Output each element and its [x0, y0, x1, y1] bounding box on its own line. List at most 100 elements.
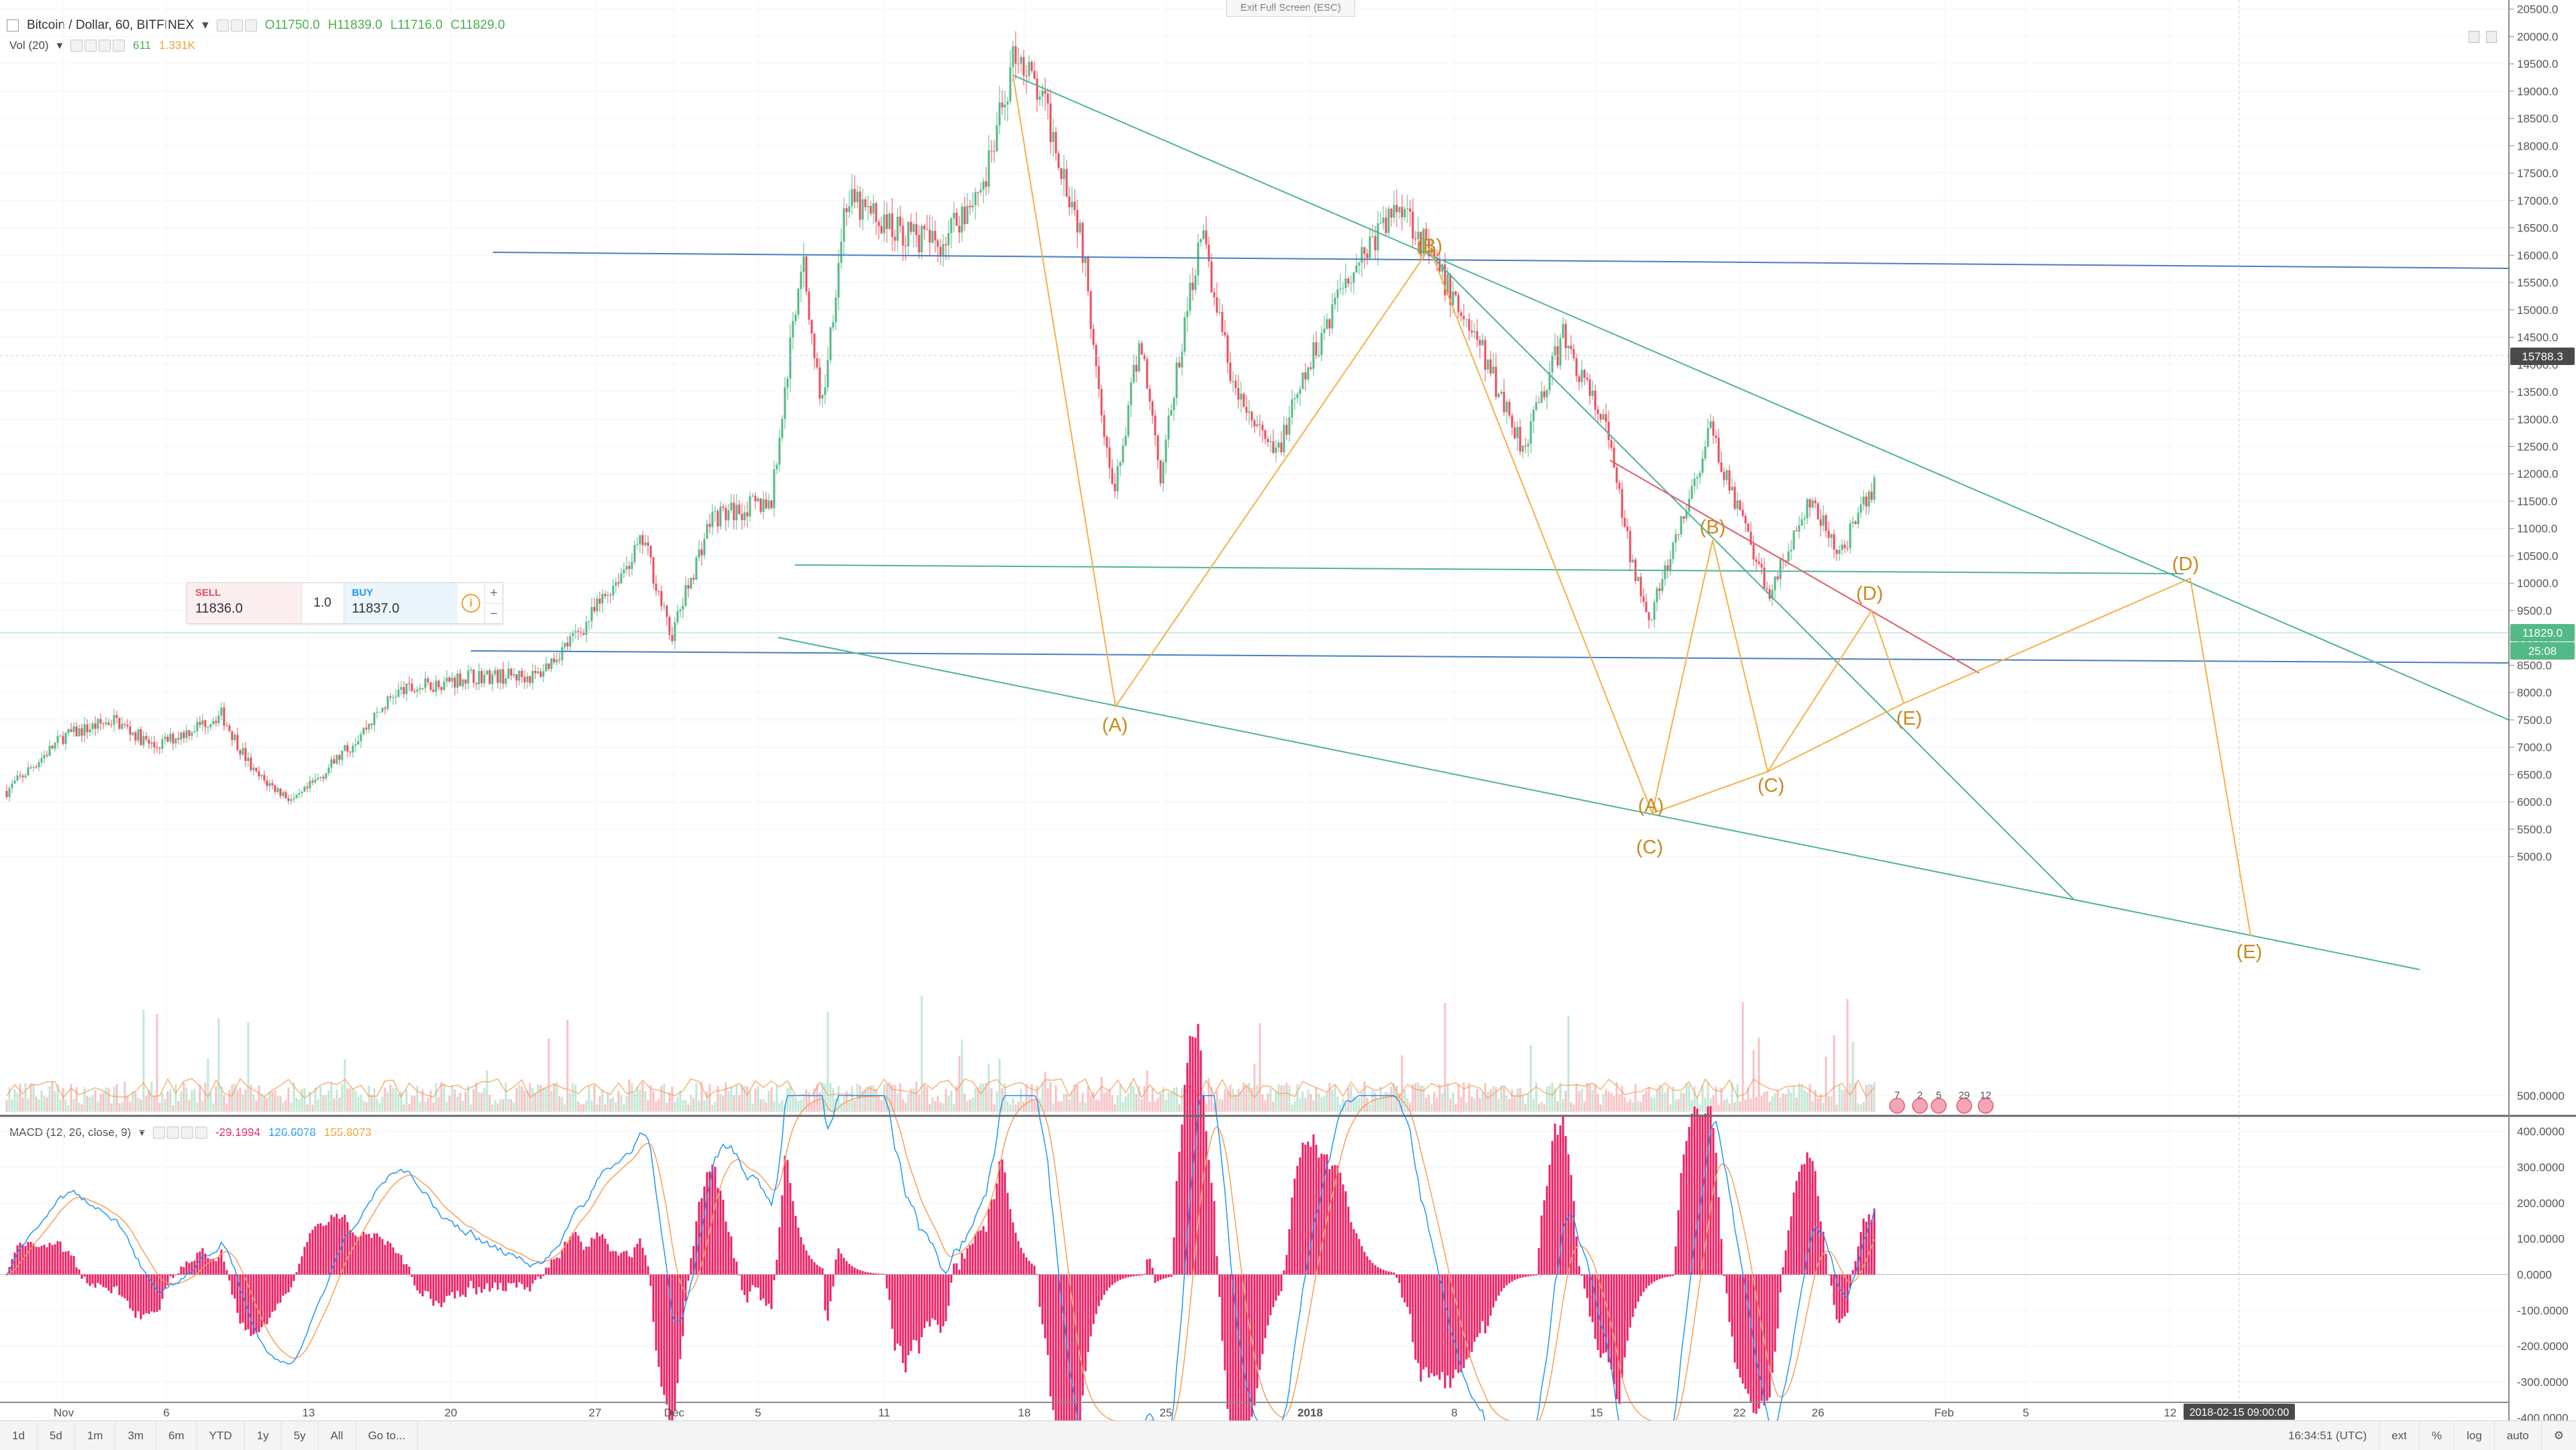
event-marker: [1889, 1098, 1905, 1114]
timeframe-1m[interactable]: 1m: [75, 1421, 116, 1450]
candle-body: [945, 244, 947, 246]
legend-buttons[interactable]: [216, 19, 257, 32]
volume-bar: [172, 1104, 174, 1112]
settings-gear-icon[interactable]: ⚙: [2540, 1421, 2576, 1450]
collapse-pane-icon[interactable]: [2486, 31, 2497, 43]
timeframe-1d[interactable]: 1d: [0, 1421, 38, 1450]
macd-hist-bar: [1795, 1180, 1798, 1275]
volume-bar: [553, 1082, 555, 1112]
volume-bar: [1511, 1090, 1513, 1112]
chevron-down-icon[interactable]: ▾: [56, 39, 63, 52]
timeframe-5y[interactable]: 5y: [282, 1421, 319, 1450]
percent-toggle[interactable]: %: [2418, 1421, 2454, 1450]
exit-fullscreen-button[interactable]: Exit Full Screen (ESC): [1226, 0, 1355, 17]
volume-bar: [333, 1098, 335, 1112]
volume-bar: [1674, 1099, 1677, 1112]
wave-label: (E): [2237, 941, 2263, 963]
plus-button[interactable]: +: [490, 586, 498, 601]
macd-hist-bar: [427, 1274, 429, 1292]
macd-hist-bar: [601, 1234, 604, 1275]
volume-title[interactable]: Vol (20): [9, 39, 49, 52]
volume-bar: [1258, 1023, 1261, 1112]
volume-bar: [467, 1085, 470, 1112]
chart-menu-icon[interactable]: [7, 19, 19, 32]
macd-hist-bar: [1186, 1063, 1189, 1275]
candle-body: [553, 658, 555, 663]
timeframe-all[interactable]: All: [319, 1421, 356, 1450]
volume-bar: [818, 1092, 821, 1112]
volume-bar: [236, 1090, 239, 1112]
macd-title[interactable]: MACD (12, 26, close, 9): [9, 1126, 131, 1139]
candle-body: [1009, 67, 1012, 102]
macd-hist-bar: [1758, 1274, 1760, 1409]
volume-bar: [1046, 1088, 1049, 1112]
macd-hist-bar: [470, 1274, 472, 1282]
log-toggle[interactable]: log: [2453, 1421, 2494, 1450]
volume-bar: [284, 1100, 287, 1112]
volume-bar: [1100, 1076, 1103, 1112]
symbol-title[interactable]: Bitcoin / Dollar, 60, BITFINEX: [27, 17, 195, 32]
maximize-pane-icon[interactable]: [2469, 31, 2479, 43]
candle-body: [400, 687, 402, 690]
candle-body: [1409, 208, 1411, 212]
macd-hist-bar: [910, 1274, 912, 1351]
candle-body: [1162, 462, 1165, 484]
timeframe-6m[interactable]: 6m: [156, 1421, 197, 1450]
macd-buttons[interactable]: [152, 1127, 207, 1139]
macd-hist-bar: [904, 1274, 907, 1373]
candle-body: [971, 205, 974, 208]
candle-body: [1301, 372, 1304, 389]
candle-body: [271, 783, 274, 786]
volume-buttons[interactable]: [70, 40, 125, 52]
macd-hist-bar: [54, 1244, 56, 1275]
macd-hist-bar: [1025, 1257, 1028, 1275]
volume-bar: [690, 1094, 692, 1112]
macd-hist-bar: [1589, 1274, 1591, 1317]
drawings[interactable]: (A)(B)(A)(C)(B)(C)(D)(E)(D)(E): [0, 0, 2510, 1402]
chevron-down-icon[interactable]: ▾: [202, 18, 209, 32]
event-markers[interactable]: 7 2 5 29 12: [1889, 1090, 1994, 1114]
volume-bar: [523, 1090, 526, 1112]
volume-bar: [781, 1100, 784, 1112]
macd-hist-bar: [837, 1248, 840, 1275]
macd-hist-bar: [462, 1274, 464, 1295]
candle-body: [1167, 415, 1170, 440]
volume-bar: [1720, 1088, 1723, 1112]
candle-body: [936, 240, 939, 247]
candle-body: [1275, 448, 1277, 453]
wave-label: (D): [2172, 554, 2199, 575]
macd-hist-bar: [1645, 1274, 1648, 1289]
volume-bar: [1865, 1084, 1868, 1112]
volume-bar: [596, 1104, 598, 1112]
timeframe-3m[interactable]: 3m: [115, 1421, 157, 1450]
macd-hist-bar: [494, 1274, 496, 1283]
candle-body: [733, 503, 735, 521]
timeframe-1y[interactable]: 1y: [245, 1421, 282, 1450]
macd-hist-bar: [1079, 1274, 1081, 1420]
info-button[interactable]: i: [458, 583, 484, 623]
macd-hist-bar: [1462, 1274, 1465, 1368]
auto-toggle[interactable]: auto: [2493, 1421, 2541, 1450]
quantity-field[interactable]: 1.0: [301, 583, 344, 623]
timeframe-goto[interactable]: Go to...: [356, 1421, 419, 1450]
price-chart[interactable]: (A)(B)(A)(C)(B)(C)(D)(E)(D)(E) 20500.020…: [0, 0, 2576, 1420]
volume-bar: [1572, 1104, 1575, 1112]
utc-clock[interactable]: 16:34:51 (UTC): [2288, 1429, 2367, 1442]
minus-button[interactable]: −: [485, 603, 503, 624]
candle-body: [148, 739, 150, 744]
macd-hist-bar: [564, 1241, 566, 1275]
sell-button[interactable]: SELL 11836.0: [187, 583, 301, 623]
volume-bar: [78, 1102, 80, 1112]
timeframe-5d[interactable]: 5d: [38, 1421, 75, 1450]
ext-toggle[interactable]: ext: [2379, 1421, 2419, 1450]
macd-hist-bar: [826, 1274, 829, 1321]
candle-body: [1699, 472, 1701, 478]
candle-body: [1610, 439, 1613, 448]
volume-bar: [107, 1088, 110, 1112]
volume-bar: [1580, 1088, 1583, 1112]
buy-button[interactable]: BUY 11837.0: [343, 583, 458, 623]
macd-hist-bar: [97, 1274, 99, 1284]
chevron-down-icon[interactable]: ▾: [139, 1126, 145, 1139]
timeframe-ytd[interactable]: YTD: [197, 1421, 245, 1450]
macd-hist-bar: [550, 1259, 553, 1275]
